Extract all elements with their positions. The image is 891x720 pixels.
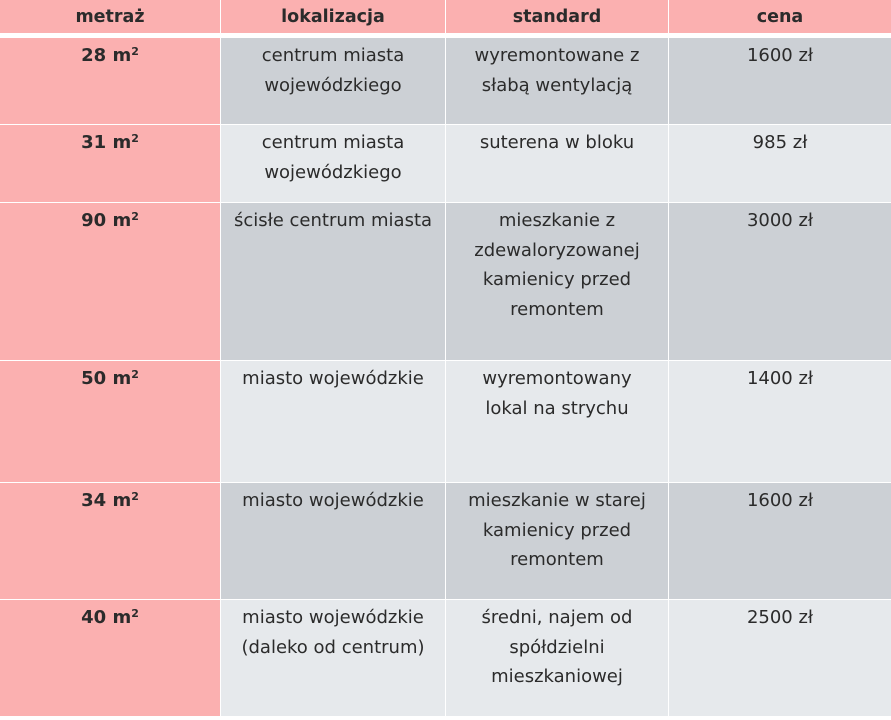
table-row: 90 m2 ścisłe centrum miasta mieszkanie z… xyxy=(0,203,891,361)
location-line: miasto wojewódzkie xyxy=(242,490,424,511)
standard-line: wyremontowane z xyxy=(474,45,640,66)
area-cell: 50 m2 xyxy=(0,361,221,483)
area-unit: m xyxy=(112,607,132,628)
location-line: miasto wojewódzkie xyxy=(242,607,424,628)
table-row: 28 m2 centrum miasta wojewódzkiego wyremo… xyxy=(0,38,891,125)
standard-line: kamienicy przed xyxy=(482,519,632,541)
standard-line: remontem xyxy=(510,298,604,320)
header-area: metraż xyxy=(0,0,221,38)
area-value: 34 xyxy=(81,490,107,511)
standard-line: mieszkanie z xyxy=(498,210,616,231)
header-row: metraż lokalizacja standard cena xyxy=(0,0,891,38)
area-exponent: 2 xyxy=(131,367,139,381)
standard-line: średni, najem od xyxy=(481,607,633,628)
area-unit: m xyxy=(112,45,132,66)
area-unit: m xyxy=(112,368,132,389)
area-exponent: 2 xyxy=(131,606,139,620)
area-exponent: 2 xyxy=(131,489,139,503)
standard-line: mieszkaniowej xyxy=(491,666,623,687)
table-row: 50 m2 miasto wojewódzkie wyremontowany lo… xyxy=(0,361,891,483)
standard-line: lokal na strychu xyxy=(485,397,629,419)
location-cell: miasto wojewódzkie (daleko od centrum) xyxy=(221,600,446,716)
table-row: 34 m2 miasto wojewódzkie mieszkanie w st… xyxy=(0,483,891,600)
area-value: 31 xyxy=(81,132,107,153)
price-cell: 1600 zł xyxy=(669,483,891,600)
table-row: 31 m2 centrum miasta wojewódzkiego sutere… xyxy=(0,125,891,203)
header-price: cena xyxy=(669,0,891,38)
area-cell: 90 m2 xyxy=(0,203,221,361)
location-line: wojewódzkiego xyxy=(264,74,402,96)
standard-cell: wyremontowane z słabą wentylacją xyxy=(446,38,669,125)
area-exponent: 2 xyxy=(131,131,139,145)
area-unit: m xyxy=(112,132,132,153)
location-cell: miasto wojewódzkie xyxy=(221,483,446,600)
location-line: centrum miasta xyxy=(261,45,405,66)
standard-cell: średni, najem od spółdzielni mieszkaniowej xyxy=(446,600,669,716)
area-value: 40 xyxy=(81,607,107,628)
standard-cell: mieszkanie w starej kamienicy przed remont… xyxy=(446,483,669,600)
standard-line: wyremontowany xyxy=(482,368,632,389)
price-cell: 1400 zł xyxy=(669,361,891,483)
area-exponent: 2 xyxy=(131,44,139,58)
area-unit: m xyxy=(112,210,132,231)
area-cell: 31 m2 xyxy=(0,125,221,203)
standard-line: remontem xyxy=(510,549,604,570)
area-cell: 28 m2 xyxy=(0,38,221,125)
standard-line: spółdzielni xyxy=(509,636,605,658)
standard-line: kamienicy przed xyxy=(482,269,632,290)
location-line: miasto wojewódzkie xyxy=(242,368,424,389)
location-cell: centrum miasta wojewódzkiego xyxy=(221,125,446,203)
table-row: 40 m2 miasto wojewódzkie (daleko od centr… xyxy=(0,600,891,716)
location-cell: ścisłe centrum miasta xyxy=(221,203,446,361)
standard-line: mieszkanie w starej xyxy=(468,490,646,511)
location-cell: miasto wojewódzkie xyxy=(221,361,446,483)
location-line: ścisłe centrum miasta xyxy=(233,210,433,231)
area-unit: m xyxy=(112,490,132,511)
location-cell: centrum miasta wojewódzkiego xyxy=(221,38,446,125)
price-cell: 1600 zł xyxy=(669,38,891,125)
header-standard: standard xyxy=(446,0,669,38)
standard-line: słabą wentylacją xyxy=(481,74,633,96)
standard-line: suterena w bloku xyxy=(479,132,635,153)
area-value: 90 xyxy=(81,210,107,231)
header-location: lokalizacja xyxy=(221,0,446,38)
area-cell: 40 m2 xyxy=(0,600,221,716)
location-line: centrum miasta xyxy=(261,132,405,153)
price-cell: 2500 zł xyxy=(669,600,891,716)
standard-cell: mieszkanie z zdewaloryzowanej kamienicy pr… xyxy=(446,203,669,361)
location-line: (daleko od centrum) xyxy=(241,636,425,658)
standard-line: zdewaloryzowanej xyxy=(474,239,640,261)
standard-cell: suterena w bloku xyxy=(446,125,669,203)
standard-cell: wyremontowany lokal na strychu xyxy=(446,361,669,483)
area-value: 50 xyxy=(81,368,107,389)
area-value: 28 xyxy=(81,45,107,66)
area-exponent: 2 xyxy=(131,209,139,223)
price-cell: 985 zł xyxy=(669,125,891,203)
area-cell: 34 m2 xyxy=(0,483,221,600)
location-line: wojewódzkiego xyxy=(264,161,402,183)
price-cell: 3000 zł xyxy=(669,203,891,361)
